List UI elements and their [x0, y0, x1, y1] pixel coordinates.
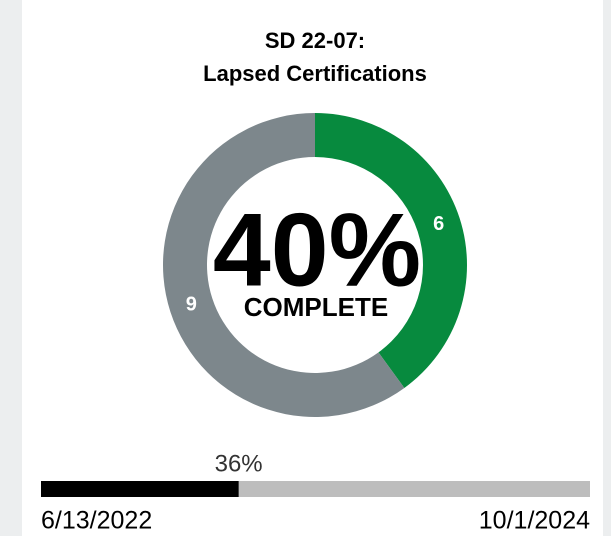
progress-fill — [41, 481, 239, 497]
end-date: 10/1/2024 — [479, 507, 590, 535]
segment-label: 9 — [186, 293, 197, 315]
center-value: 40% — [213, 192, 421, 308]
center-caption: COMPLETE — [244, 292, 388, 322]
donut-segment — [162, 113, 405, 417]
chart-title: SD 22-07: — [265, 28, 365, 53]
progress-label: 36% — [215, 450, 263, 477]
start-date: 6/13/2022 — [41, 507, 152, 535]
segment-label: 6 — [433, 213, 444, 235]
donut-segment — [315, 113, 467, 388]
chart-title: Lapsed Certifications — [203, 61, 427, 86]
card — [22, 0, 603, 536]
